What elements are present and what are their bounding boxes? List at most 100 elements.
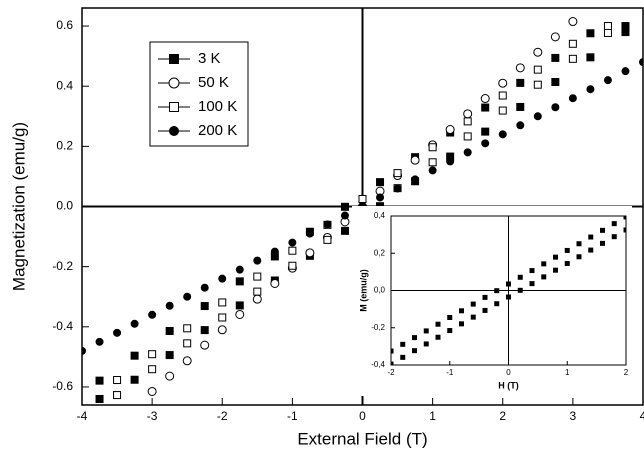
inset-background — [352, 206, 632, 396]
marker — [393, 184, 402, 193]
legend-label: 3 K — [198, 50, 221, 67]
x-tick-label: 0 — [506, 368, 511, 377]
marker — [470, 301, 476, 307]
marker — [541, 261, 547, 267]
marker — [252, 294, 262, 304]
marker — [494, 301, 500, 307]
marker — [288, 246, 297, 255]
marker — [564, 247, 570, 253]
y-tick-label: -0.6 — [52, 379, 73, 393]
marker — [568, 17, 578, 27]
marker — [621, 67, 630, 76]
marker — [506, 281, 511, 287]
marker — [533, 80, 542, 89]
marker — [568, 54, 577, 63]
marker — [621, 28, 630, 37]
y-tick-label: -0.2 — [52, 259, 73, 273]
marker — [529, 281, 535, 287]
marker — [253, 272, 262, 281]
marker — [288, 238, 297, 247]
x-axis-label: H (T) — [498, 380, 519, 390]
marker — [200, 302, 209, 311]
marker — [253, 287, 262, 296]
marker — [516, 121, 525, 130]
marker — [218, 313, 227, 322]
marker — [446, 157, 455, 166]
marker — [95, 394, 104, 403]
marker — [447, 328, 453, 334]
marker — [340, 202, 349, 211]
marker — [576, 241, 582, 247]
marker — [169, 54, 179, 64]
marker — [218, 274, 227, 283]
marker — [498, 78, 508, 88]
marker — [481, 103, 490, 112]
marker — [113, 391, 122, 400]
marker — [463, 148, 472, 157]
marker — [411, 175, 420, 184]
marker — [551, 53, 560, 62]
marker — [95, 376, 104, 385]
legend-label: 100 K — [198, 98, 237, 115]
marker — [568, 39, 577, 48]
marker — [603, 22, 612, 31]
marker — [586, 53, 595, 62]
marker — [480, 94, 490, 104]
marker — [553, 267, 558, 273]
marker — [169, 126, 179, 136]
y-tick-label: -0,2 — [371, 323, 385, 332]
marker — [459, 321, 464, 327]
marker — [533, 65, 542, 74]
plot-area — [391, 216, 626, 365]
marker — [533, 47, 543, 57]
marker — [165, 351, 174, 360]
marker — [147, 386, 157, 396]
marker — [463, 109, 473, 119]
marker — [305, 229, 314, 238]
marker — [130, 351, 139, 360]
y-axis-label: M (emu/g) — [358, 269, 368, 312]
marker — [506, 294, 511, 300]
legend-label: 50 K — [198, 74, 229, 91]
marker — [183, 292, 192, 301]
marker — [529, 268, 535, 274]
marker — [603, 76, 612, 85]
y-tick-label: 0.2 — [56, 139, 73, 153]
marker — [200, 283, 209, 292]
marker — [400, 341, 406, 347]
marker — [200, 340, 210, 350]
marker — [428, 158, 437, 167]
x-tick-label: -2 — [217, 409, 228, 423]
marker — [551, 77, 560, 86]
marker — [148, 310, 157, 319]
marker — [113, 376, 122, 385]
marker — [482, 294, 488, 300]
marker — [516, 78, 525, 87]
marker — [588, 234, 594, 240]
marker — [182, 356, 192, 366]
marker — [533, 112, 542, 121]
x-tick-label: -1 — [287, 409, 298, 423]
x-tick-label: -3 — [147, 409, 158, 423]
marker — [400, 354, 406, 360]
y-tick-label: 0,4 — [374, 211, 386, 220]
marker — [447, 315, 453, 321]
marker — [130, 319, 139, 328]
x-tick-label: 1 — [565, 368, 570, 377]
marker — [494, 288, 500, 294]
marker — [428, 166, 437, 175]
marker — [463, 132, 472, 141]
marker — [323, 235, 332, 244]
marker — [270, 278, 280, 288]
y-tick-label: 0,0 — [374, 286, 386, 295]
marker — [393, 169, 402, 178]
marker — [551, 103, 560, 112]
plot-frame — [390, 215, 627, 366]
x-tick-label: 2 — [624, 368, 629, 377]
marker — [168, 77, 180, 89]
marker — [165, 371, 175, 381]
marker — [235, 309, 245, 319]
marker — [482, 307, 488, 313]
marker — [463, 117, 472, 126]
marker — [516, 102, 525, 111]
